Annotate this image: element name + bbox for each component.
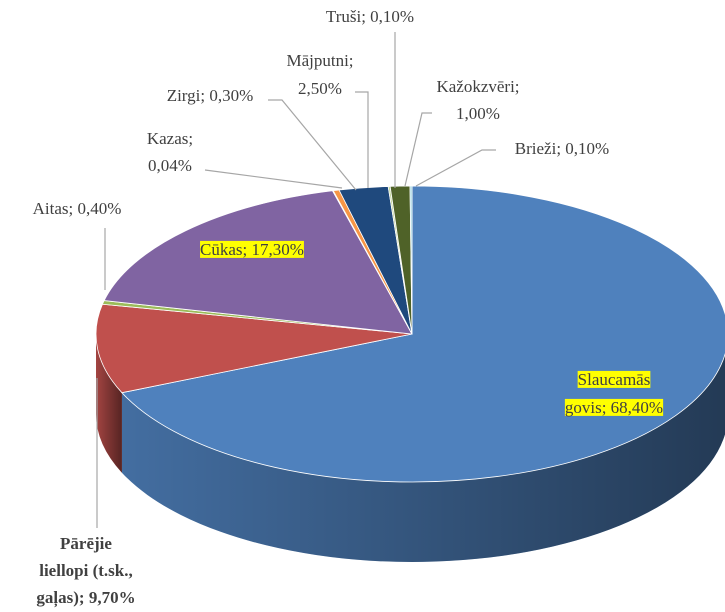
pie-sides [96, 334, 725, 562]
label-highlight [577, 370, 651, 388]
data-label: 0,04% [148, 156, 192, 175]
slice-side-shade [121, 354, 725, 562]
data-label: Slaucamās [578, 370, 651, 389]
data-label: govis; 68,40% [565, 398, 663, 417]
data-label: Aitas; 0,40% [33, 199, 122, 218]
label-highlight [564, 398, 664, 416]
pie-tops [95, 185, 725, 483]
slice [103, 190, 413, 335]
data-label: 2,50% [298, 79, 342, 98]
data-label: Mājputni; [286, 51, 353, 70]
leader-line [415, 149, 496, 187]
slice-side-shade [96, 334, 122, 473]
data-label: liellopi (t.sk., [39, 561, 133, 580]
leader-line [204, 169, 343, 189]
label-highlight [200, 240, 304, 258]
slice [409, 185, 413, 335]
data-label: Zirgi; 0,30% [167, 86, 254, 105]
data-label: Brieži; 0,10% [515, 139, 609, 158]
leader-line [268, 99, 357, 191]
data-label: Pārējie [60, 534, 112, 553]
data-label: Kažokzvēri; [436, 77, 519, 96]
labels: Slaucamās govis; 68,40% Pārējie liellopi (t… [33, 7, 664, 608]
data-label: Cūkas; 17,30% [200, 240, 304, 259]
data-label: 1,00% [456, 104, 500, 123]
leader-line [404, 112, 432, 187]
data-label: Truši; 0,10% [326, 7, 414, 26]
leader-line [355, 91, 369, 188]
slice [95, 303, 413, 394]
data-label: Kazas; [147, 129, 193, 148]
data-label: gaļas); 9,70% [36, 588, 135, 608]
